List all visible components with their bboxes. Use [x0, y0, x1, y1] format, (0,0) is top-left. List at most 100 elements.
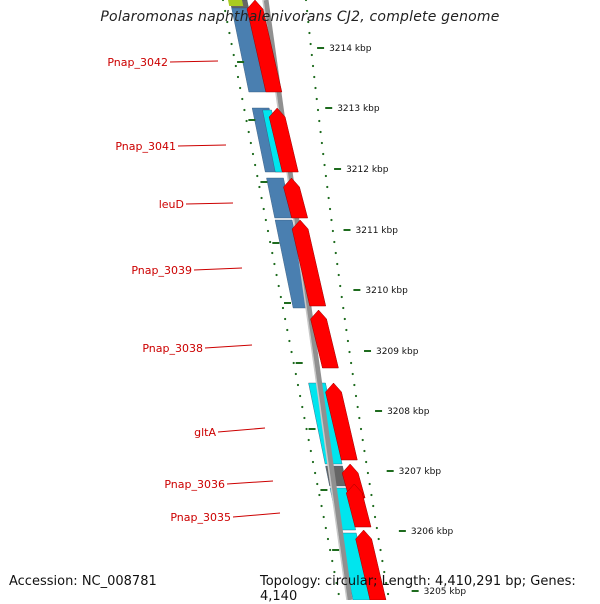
kbp-ticks: 3214 kbp 3213 kbp 3212 kbp 3211 kbp 3210 kbp… [237, 44, 466, 597]
inner-dot [264, 218, 267, 222]
outer-dot [311, 64, 315, 68]
outer-dot [348, 350, 351, 354]
outer-dot [307, 20, 310, 24]
outer-dot [330, 218, 333, 222]
outer-dot [345, 328, 348, 332]
inner-dot [318, 493, 321, 497]
tick-label: 3213 kbp [337, 104, 380, 114]
feature-blocks [228, 0, 371, 600]
inner-dot [236, 75, 240, 79]
backbone-line [262, 0, 353, 600]
inner-dot [322, 515, 325, 519]
inner-dot [307, 438, 310, 442]
gene-label: Pnap_3038 [142, 342, 203, 355]
inner-dot [254, 163, 257, 167]
tick-label: 3214 kbp [329, 44, 372, 54]
outer-dot [331, 229, 334, 233]
outer-dot [353, 383, 356, 387]
tick-label: 3210 kbp [365, 286, 408, 296]
gene-label: gltA [194, 426, 216, 439]
inner-dot [262, 207, 265, 211]
gene-pointer [185, 202, 234, 205]
gene-pointer [193, 267, 243, 271]
gene-label: Pnap_3039 [131, 264, 192, 277]
gene-arrow [246, 0, 283, 93]
tick-label: 3208 kbp [387, 407, 430, 417]
inner-dot [329, 548, 332, 552]
outer-dot [368, 482, 371, 486]
outer-dot [366, 471, 370, 475]
outer-dot [326, 185, 329, 189]
gene-pointer [217, 427, 266, 433]
inner-dot [326, 537, 330, 541]
outer-dot [309, 42, 312, 46]
outer-dot [334, 251, 337, 255]
inner-dot [337, 592, 340, 596]
outer-dot [315, 97, 318, 101]
outer-dot [322, 152, 325, 156]
gene-label: Pnap_3042 [107, 56, 168, 69]
gene-arrow [355, 529, 387, 600]
inner-dot [290, 350, 293, 354]
outer-dot [337, 273, 340, 277]
inner-dotted-ring [221, 0, 340, 596]
outer-dot [386, 592, 390, 596]
outer-dot [327, 196, 330, 200]
outer-dot [333, 240, 336, 244]
inner-dot [266, 229, 270, 233]
outer-dot [377, 537, 380, 541]
outer-dot [323, 163, 326, 167]
outer-dot [343, 317, 346, 321]
inner-dot [309, 449, 312, 453]
outer-dot [320, 141, 323, 145]
inner-dot [260, 196, 263, 200]
gene-arrow [345, 483, 372, 528]
backbone-stroke [263, 0, 353, 600]
outer-dot [342, 306, 345, 310]
gene-arrow [283, 177, 309, 219]
outer-dot [361, 438, 364, 442]
inner-dot [239, 86, 242, 90]
inner-dot [247, 130, 250, 134]
tick-label: 3209 kbp [376, 347, 419, 357]
inner-dot [273, 262, 276, 266]
inner-dot [232, 53, 235, 57]
gene-pointer [177, 144, 227, 147]
outer-dot [336, 262, 339, 266]
outer-dot [339, 284, 342, 288]
outer-dot [310, 53, 313, 57]
inner-dot [303, 416, 306, 420]
outer-dot [383, 570, 386, 574]
outer-dot [365, 460, 368, 464]
feature-block-top [228, 0, 244, 6]
tick-label: 3206 kbp [411, 527, 454, 537]
inner-dot [292, 361, 295, 365]
outer-dot [359, 427, 363, 431]
accession-text: Accession: NC_008781 [9, 574, 157, 589]
inner-dot [258, 185, 261, 189]
gene-arrow [268, 107, 299, 173]
inner-dot [305, 427, 308, 431]
gene-pointer [226, 480, 274, 485]
gene-pointer [169, 60, 219, 63]
inner-dot [251, 152, 255, 156]
outer-dot [324, 174, 327, 178]
inner-dot [333, 570, 336, 574]
tick-label: 3207 kbp [399, 467, 442, 477]
outer-dot [385, 581, 388, 585]
outer-dot [308, 31, 311, 35]
gene-arrows [246, 0, 387, 600]
gene-label: Pnap_3041 [115, 140, 176, 153]
outer-dot [373, 515, 377, 519]
inner-dot [245, 119, 248, 123]
outer-dot [316, 108, 320, 112]
outer-dot [351, 372, 354, 376]
genome-title: Polaromonas naphthalenivorans CJ2, compl… [100, 9, 500, 25]
inner-dot [301, 405, 304, 409]
outer-dot [346, 339, 350, 343]
inner-dot [234, 64, 237, 68]
inner-dot [224, 9, 227, 13]
gene-label: Pnap_3035 [170, 511, 231, 524]
inner-dot [316, 482, 319, 486]
